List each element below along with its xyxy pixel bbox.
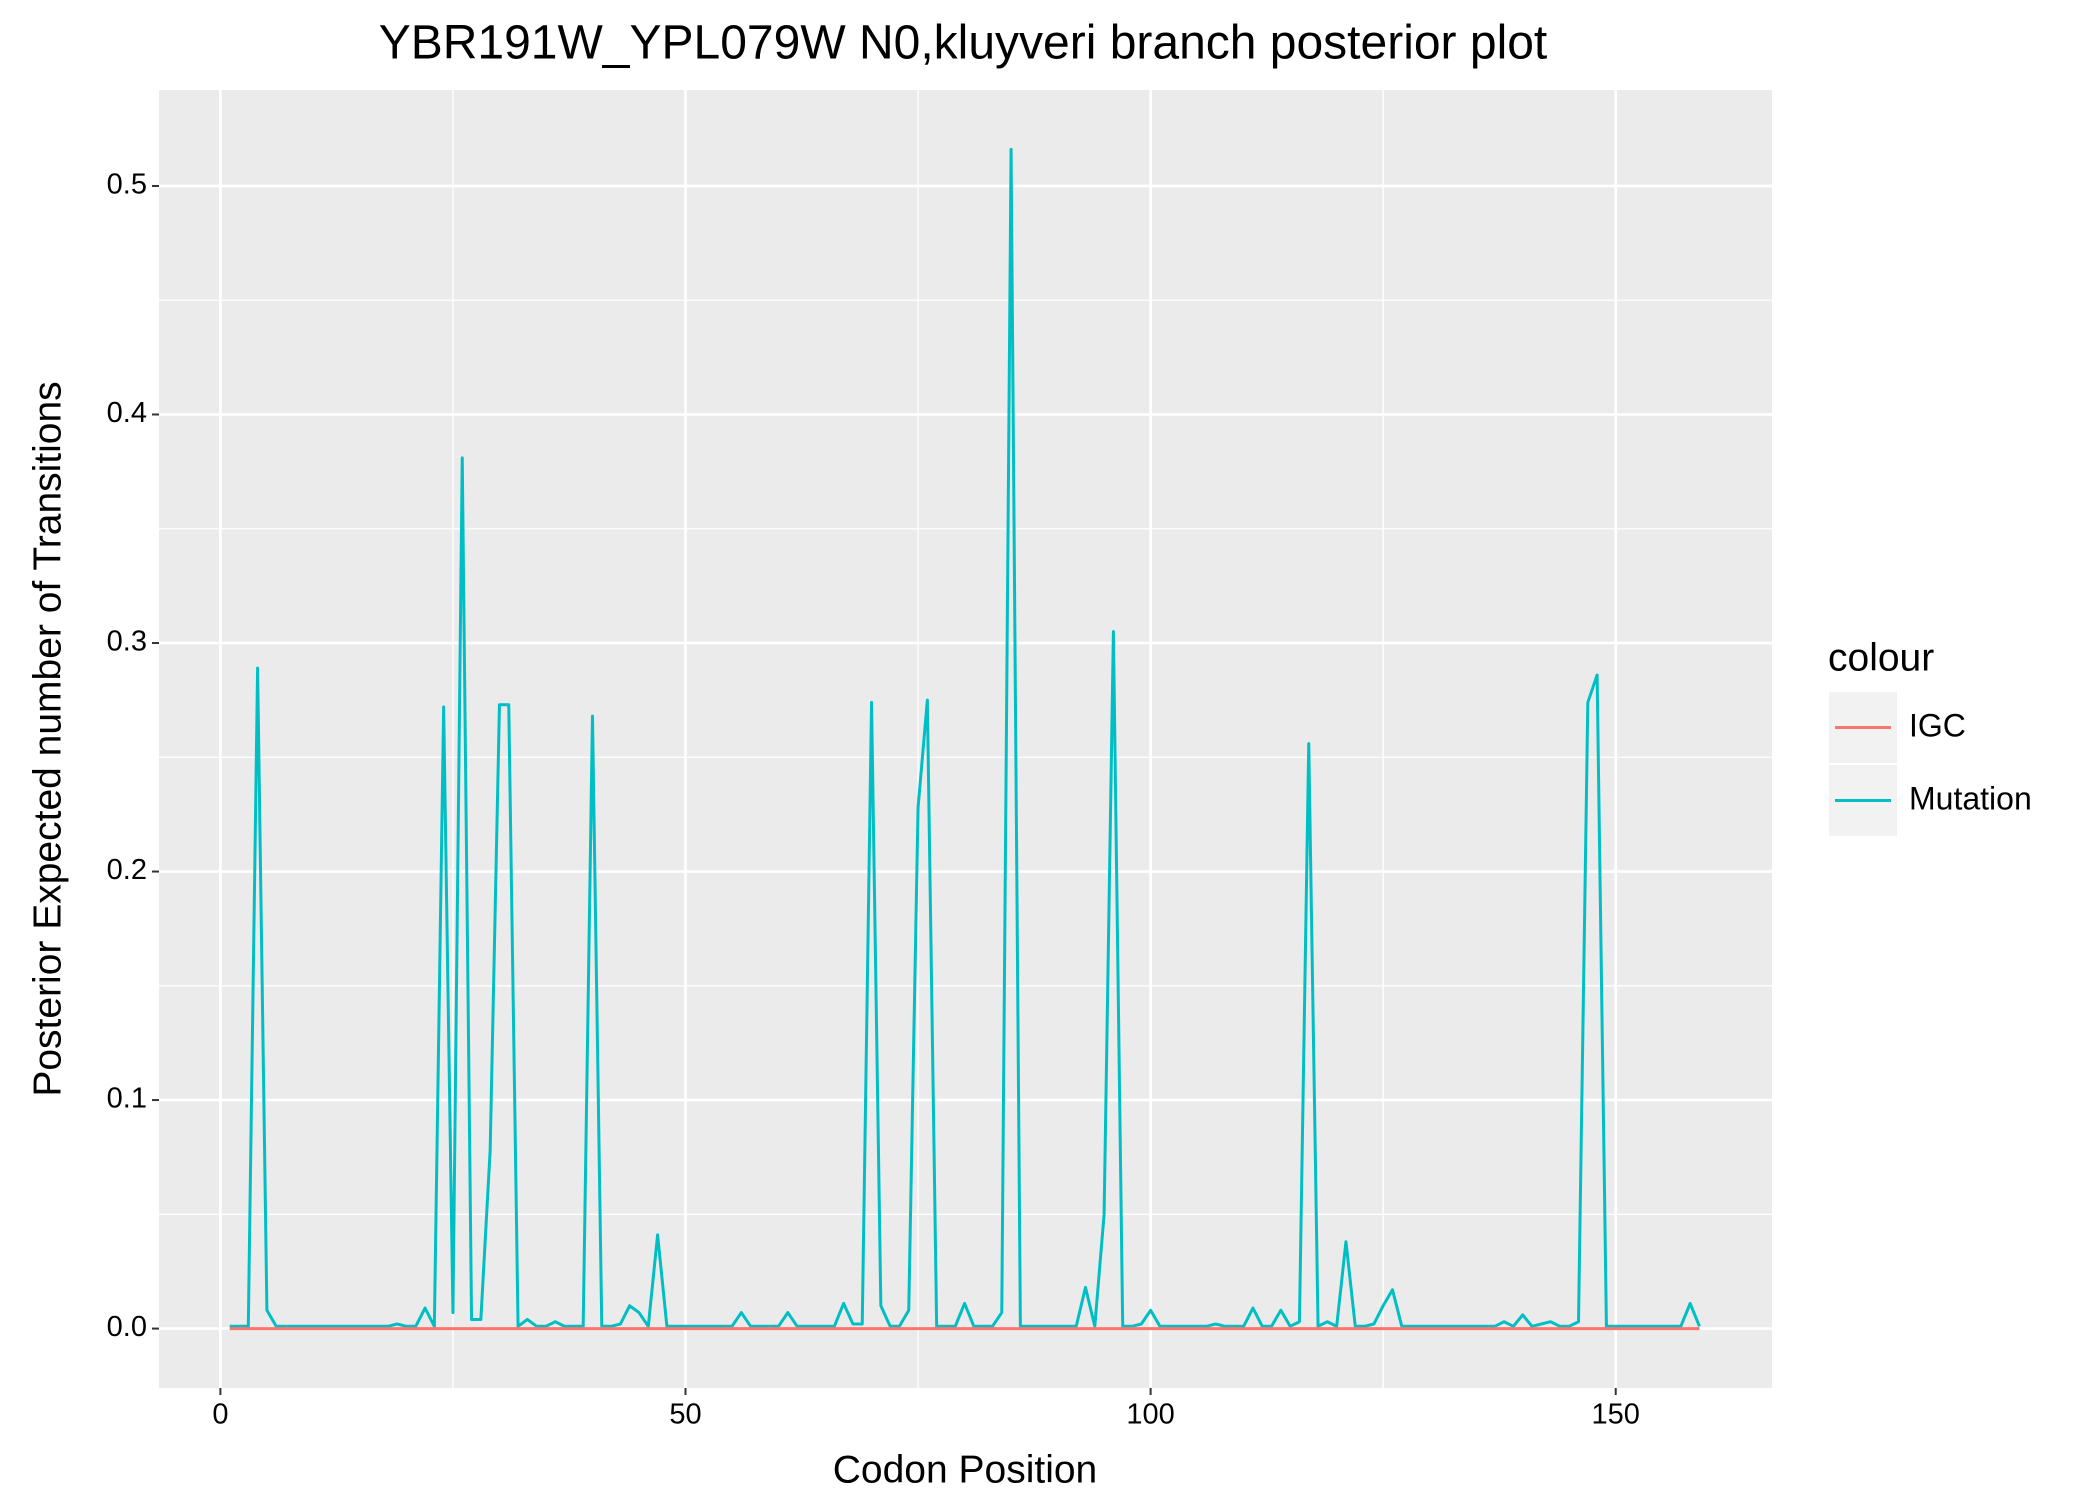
x-axis-label: Codon Position xyxy=(833,1448,1098,1491)
y-axis-label: Posterior Expected number of Transitions xyxy=(26,381,69,1096)
y-tick-label: 0.5 xyxy=(107,169,147,201)
y-tick-label: 0.2 xyxy=(107,854,147,886)
legend-label: Mutation xyxy=(1909,780,2032,816)
y-tick-label: 0.1 xyxy=(107,1083,147,1115)
x-tick-label: 100 xyxy=(1126,1399,1174,1431)
y-tick-label: 0.0 xyxy=(107,1311,147,1343)
x-tick-label: 150 xyxy=(1592,1399,1640,1431)
chart-title: YBR191W_YPL079W N0,kluyveri branch poste… xyxy=(379,17,1548,70)
x-tick-label: 50 xyxy=(669,1399,701,1431)
y-tick-label: 0.3 xyxy=(107,626,147,658)
legend-label: IGC xyxy=(1909,707,1966,743)
panel xyxy=(159,90,1772,1388)
x-tick-label: 0 xyxy=(212,1399,228,1431)
legend-title: colour xyxy=(1828,636,1934,679)
series-line xyxy=(229,147,1701,1328)
y-tick-label: 0.4 xyxy=(107,397,147,429)
